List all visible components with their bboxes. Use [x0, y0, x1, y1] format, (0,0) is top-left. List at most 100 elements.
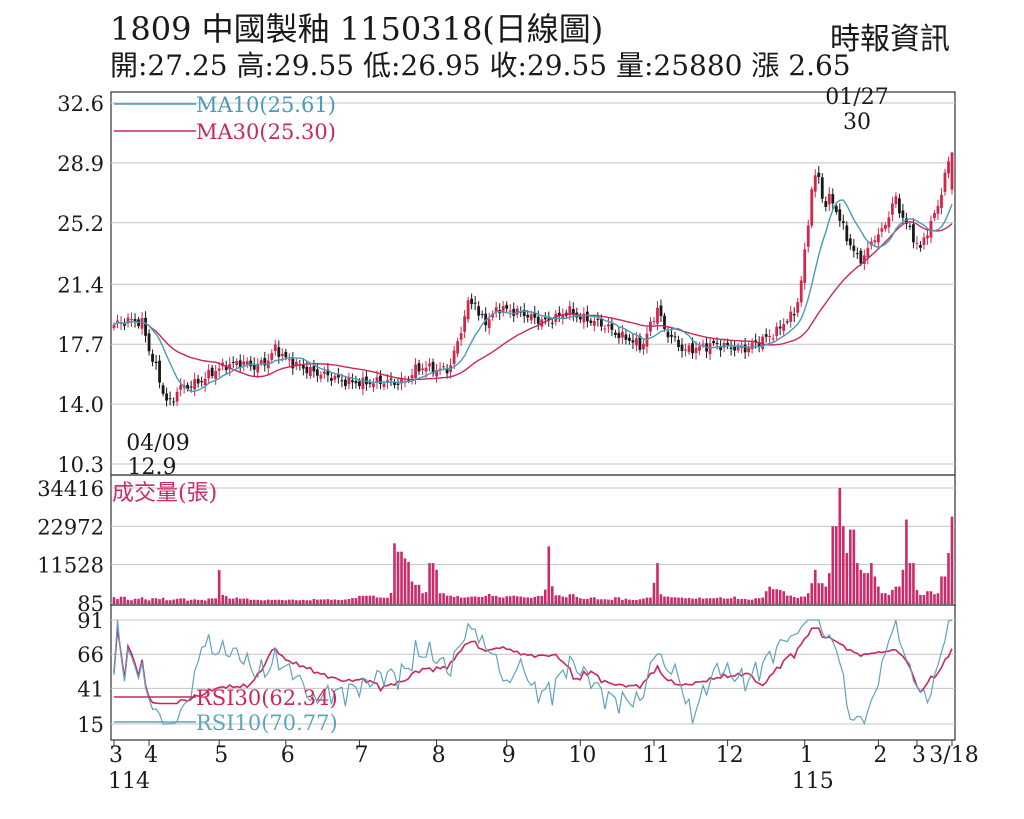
volume-bar: [165, 600, 168, 604]
candle-body: [694, 347, 698, 353]
volume-bar: [256, 599, 260, 604]
candle-body: [677, 339, 680, 348]
candle-body: [165, 393, 168, 401]
candle-body: [263, 358, 267, 366]
candle-body: [445, 369, 449, 374]
volume-bar: [659, 594, 663, 604]
volume-bar: [929, 591, 933, 604]
volume-bar: [803, 596, 807, 604]
volume-bar: [947, 553, 950, 604]
candle-body: [259, 360, 263, 364]
volume-bar: [242, 598, 246, 604]
candle-body: [589, 320, 593, 323]
volume-bar: [273, 599, 277, 604]
volume-bar: [259, 600, 263, 604]
volume-bar: [270, 599, 274, 604]
candle-body: [368, 382, 372, 385]
candle-body: [715, 342, 719, 344]
volume-bar: [323, 599, 326, 604]
candle-body: [333, 375, 337, 380]
candle-body: [596, 318, 600, 320]
candle-body: [224, 365, 228, 371]
rsi-panel: [110, 604, 956, 741]
candle-body: [635, 338, 638, 346]
candle-body: [831, 194, 835, 204]
volume-bar: [161, 597, 165, 604]
candle-body: [284, 351, 288, 358]
price-tick-label: 14.0: [57, 393, 104, 417]
candle-body: [757, 342, 761, 347]
volume-bar: [575, 596, 579, 604]
volume-bar: [550, 586, 554, 604]
candle-body: [543, 317, 547, 320]
candle-body: [554, 313, 558, 322]
candle-body: [642, 343, 645, 350]
volume-bar: [221, 594, 224, 604]
volume-bar: [543, 589, 547, 604]
volume-bar: [600, 599, 603, 604]
volume-bar: [302, 599, 305, 604]
candle-body: [687, 345, 691, 353]
candle-body: [386, 380, 389, 383]
volume-bar: [210, 598, 214, 604]
candle-body: [480, 313, 484, 315]
volume-tick-label: 22972: [37, 515, 104, 539]
volume-bar: [719, 597, 722, 604]
volume-bar: [743, 598, 747, 604]
candle-body: [186, 384, 190, 389]
volume-bar: [603, 599, 607, 604]
price-panel: [110, 91, 956, 476]
volume-bar: [295, 600, 298, 604]
volume-bar: [905, 519, 908, 604]
volume-bar: [389, 592, 393, 604]
volume-bar: [522, 597, 526, 604]
volume-bar: [519, 596, 523, 604]
volume-bar: [119, 596, 123, 604]
candle-body: [501, 306, 505, 312]
candle-body: [592, 320, 596, 326]
candle-body: [841, 221, 845, 224]
volume-bar: [863, 573, 866, 604]
candle-body: [512, 308, 516, 316]
candle-body: [252, 364, 256, 370]
volume-bar: [151, 598, 154, 604]
volume-bar: [182, 598, 186, 604]
volume-bar: [750, 599, 754, 604]
candle-body: [424, 367, 428, 372]
ma30-line: [113, 220, 953, 381]
candle-body: [140, 318, 144, 329]
candle-body: [778, 326, 782, 329]
volume-bar: [898, 586, 901, 604]
volume-bar: [417, 584, 421, 604]
candle-body: [351, 380, 354, 383]
volume-bar: [582, 598, 586, 604]
volume-bar: [568, 594, 572, 604]
candle-body: [606, 324, 610, 327]
volume-bar: [501, 597, 505, 604]
volume-bar: [915, 589, 919, 604]
candle-body: [673, 336, 677, 338]
candle-body: [126, 317, 130, 324]
candle-body: [908, 225, 912, 228]
volume-bar: [116, 598, 119, 604]
candle-body: [358, 381, 361, 387]
volume-bar: [827, 573, 831, 604]
candle-body: [866, 248, 870, 258]
volume-bar: [887, 594, 891, 604]
candle-body: [926, 235, 929, 239]
candle-body: [919, 244, 922, 248]
candle-body: [628, 337, 631, 341]
volume-bar: [565, 597, 568, 604]
volume-bar: [193, 599, 196, 604]
volume-bar: [940, 576, 943, 604]
volume-bar: [158, 599, 161, 604]
volume-bar: [649, 597, 652, 604]
candle-body: [775, 326, 779, 336]
volume-bar: [266, 599, 270, 604]
ma10-legend-label: MA10(25.61): [196, 93, 336, 117]
volume-bar: [701, 598, 705, 604]
volume-bar: [894, 586, 898, 604]
candle-body: [329, 378, 333, 381]
candle-body: [466, 300, 470, 320]
candle-body: [494, 307, 498, 313]
